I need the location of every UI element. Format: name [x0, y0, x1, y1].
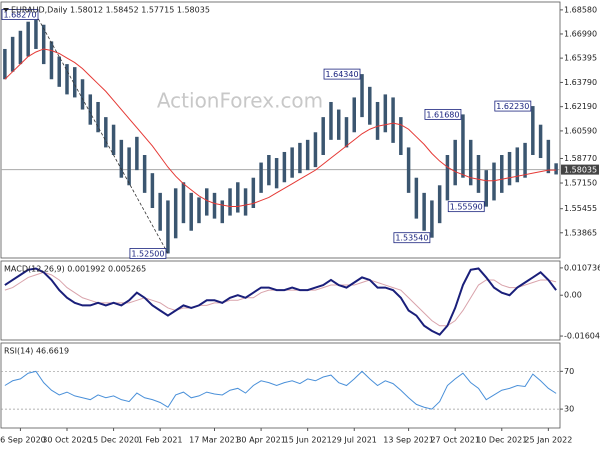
y-tick-label: 1.68580: [564, 5, 597, 14]
last-price-box: [561, 164, 599, 175]
y-tick-label: 1.55455: [564, 204, 597, 213]
x-tick-label: 30 Apr 2021: [236, 436, 285, 445]
y-tick-label: 70: [564, 367, 574, 376]
y-tick-label: 1.63790: [564, 78, 597, 87]
x-tick-label: 15 Dec 2020: [88, 436, 139, 445]
y-tick-label: -0.016046: [564, 332, 600, 341]
watermark: ActionForex.com: [157, 89, 323, 113]
x-tick-label: 15 Jun 2021: [284, 436, 332, 445]
price-label-box: [323, 68, 361, 80]
price-label: 1.53540: [395, 234, 428, 243]
panel: [0, 342, 561, 429]
moving-average: [4, 48, 557, 207]
panel: [0, 260, 561, 341]
x-tick-label: 17 Mar 2021: [189, 436, 240, 445]
x-tick-label: 27 Oct 2021: [430, 436, 479, 445]
y-tick-label: 1.60590: [564, 126, 597, 135]
panel-title: MACD(12,26,9) 0.001992 0.005265: [4, 265, 146, 274]
y-tick-label: 1.65395: [564, 54, 597, 63]
x-tick-label: 25 Jan 2022: [524, 436, 572, 445]
y-tick-label: 1.66990: [564, 29, 597, 38]
x-tick-label: 30 Oct 2020: [42, 436, 91, 445]
panel: [0, 1, 561, 259]
panel-title: EURAUD,Daily 1.58012 1.58452 1.57715 1.5…: [11, 6, 210, 15]
price-label: 1.61680: [426, 110, 459, 119]
price-label: 1.52500: [131, 249, 164, 258]
y-tick-label: 1.62190: [564, 102, 597, 111]
x-tick-label: 16 Sep 2020: [0, 436, 46, 445]
x-tick-label: 13 Sep 2021: [383, 436, 434, 445]
panel-title: RSI(14) 46.6619: [4, 347, 69, 356]
y-tick-label: 0.010736: [564, 263, 600, 272]
price-label: 1.64340: [325, 70, 358, 79]
macd-signal: [4, 271, 557, 327]
y-tick-label: 1.57150: [564, 179, 597, 188]
price-label-box: [393, 232, 431, 244]
price-label-box: [494, 100, 532, 112]
price-label: 1.68270: [3, 11, 36, 20]
price-label-box: [1, 9, 39, 20]
price-label-box: [129, 248, 167, 259]
price-label-box: [447, 201, 485, 213]
y-tick-label: 1.58770: [564, 154, 597, 163]
x-tick-label: 29 Jul 2021: [332, 436, 377, 445]
price-label: 1.62230: [496, 102, 529, 111]
y-tick-label: 0.00: [564, 291, 582, 300]
trend-line: [35, 14, 169, 254]
price-label-box: [424, 108, 462, 120]
y-tick-label: 30: [564, 405, 574, 414]
last-price-label: 1.58035: [564, 166, 597, 175]
x-tick-label: 1 Feb 2021: [138, 436, 183, 445]
price-label: 1.55590: [450, 203, 483, 212]
x-tick-label: 10 Dec 2021: [476, 436, 527, 445]
title-marker: [3, 8, 9, 12]
macd-line: [4, 267, 557, 336]
rsi-line: [4, 370, 557, 410]
y-tick-label: 1.53865: [564, 228, 597, 237]
